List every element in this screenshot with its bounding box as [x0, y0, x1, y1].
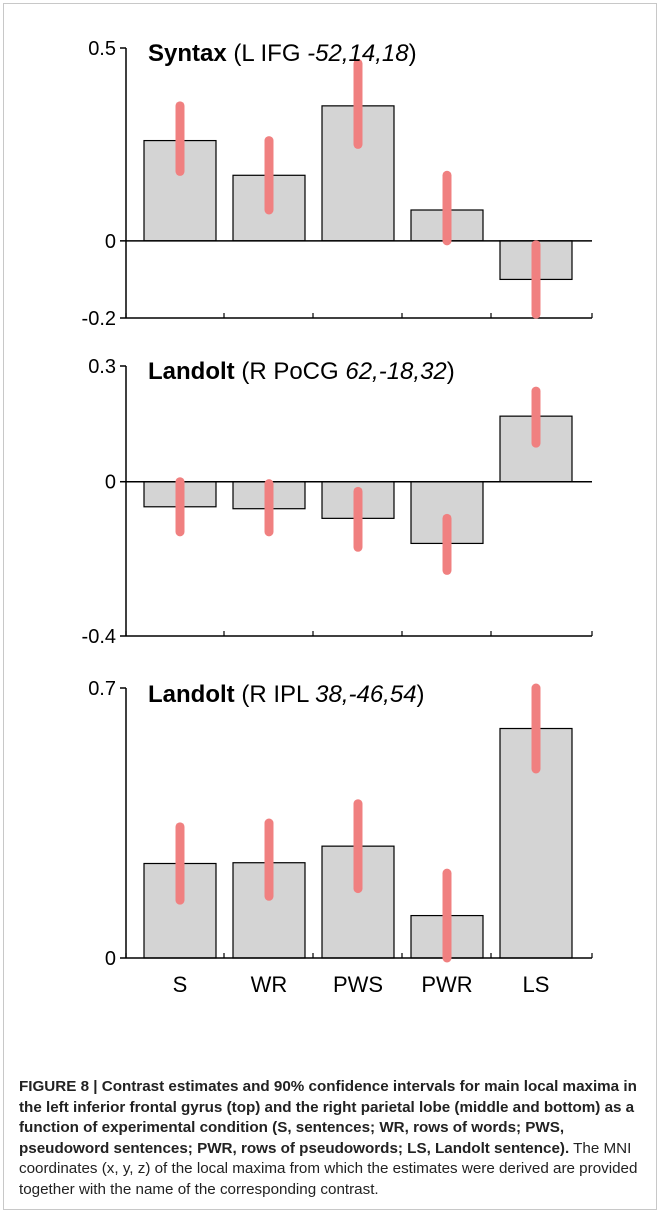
- category-label: LS: [523, 972, 550, 997]
- title-close: ): [409, 40, 417, 67]
- title-close: ): [447, 358, 455, 385]
- figure-frame: [3, 3, 657, 1210]
- y-tick-label: 0: [105, 948, 116, 970]
- figure-caption: FIGURE 8 | Contrast estimates and 90% co…: [19, 1077, 649, 1201]
- title-region: (R IPL: [235, 681, 315, 708]
- title-close: ): [417, 681, 425, 708]
- y-tick-label: 0.5: [88, 38, 116, 60]
- y-tick-label: 0.3: [88, 356, 116, 378]
- title-coords: 62,-18,32: [345, 358, 446, 385]
- title-coords: -52,14,18: [307, 40, 409, 67]
- chart-panel-2: 0.3 0 -0.4 Landolt (R PoCG 62,-18,32): [82, 356, 593, 648]
- chart-title: Syntax (L IFG -52,14,18): [148, 40, 417, 67]
- chart-title: Landolt (R PoCG 62,-18,32): [148, 358, 455, 385]
- y-tick-label: -0.2: [82, 308, 116, 330]
- title-coords: 38,-46,54: [315, 681, 416, 708]
- y-tick-label: 0: [105, 472, 116, 494]
- caption-bold: FIGURE 8 | Contrast estimates and 90% co…: [19, 1078, 637, 1157]
- category-label: S: [173, 972, 188, 997]
- category-label: PWR: [421, 972, 472, 997]
- y-tick-label: 0: [105, 231, 116, 253]
- chart-panel-3: 0.7 0 Landolt (R IPL 38,-46,54) S WR PWS PWR LS: [88, 678, 593, 997]
- figure-charts: 0.5 0 -0.2 Syntax (L IFG -52,14,18) 0.3 0 -0.4…: [82, 38, 593, 997]
- y-tick-label: 0.7: [88, 678, 116, 700]
- category-label: PWS: [333, 972, 383, 997]
- title-bold: Landolt: [148, 358, 235, 385]
- category-label: WR: [251, 972, 288, 997]
- title-region: (R PoCG: [235, 358, 346, 385]
- chart-title: Landolt (R IPL 38,-46,54): [148, 681, 425, 708]
- title-region: (L IFG: [227, 40, 307, 67]
- y-tick-label: -0.4: [82, 626, 116, 648]
- caption-normal: The MNI coordinates (x, y, z) of the loc…: [19, 1139, 638, 1198]
- chart-panel-1: 0.5 0 -0.2 Syntax (L IFG -52,14,18): [82, 38, 593, 330]
- title-bold: Landolt: [148, 681, 235, 708]
- title-bold: Syntax: [148, 40, 227, 67]
